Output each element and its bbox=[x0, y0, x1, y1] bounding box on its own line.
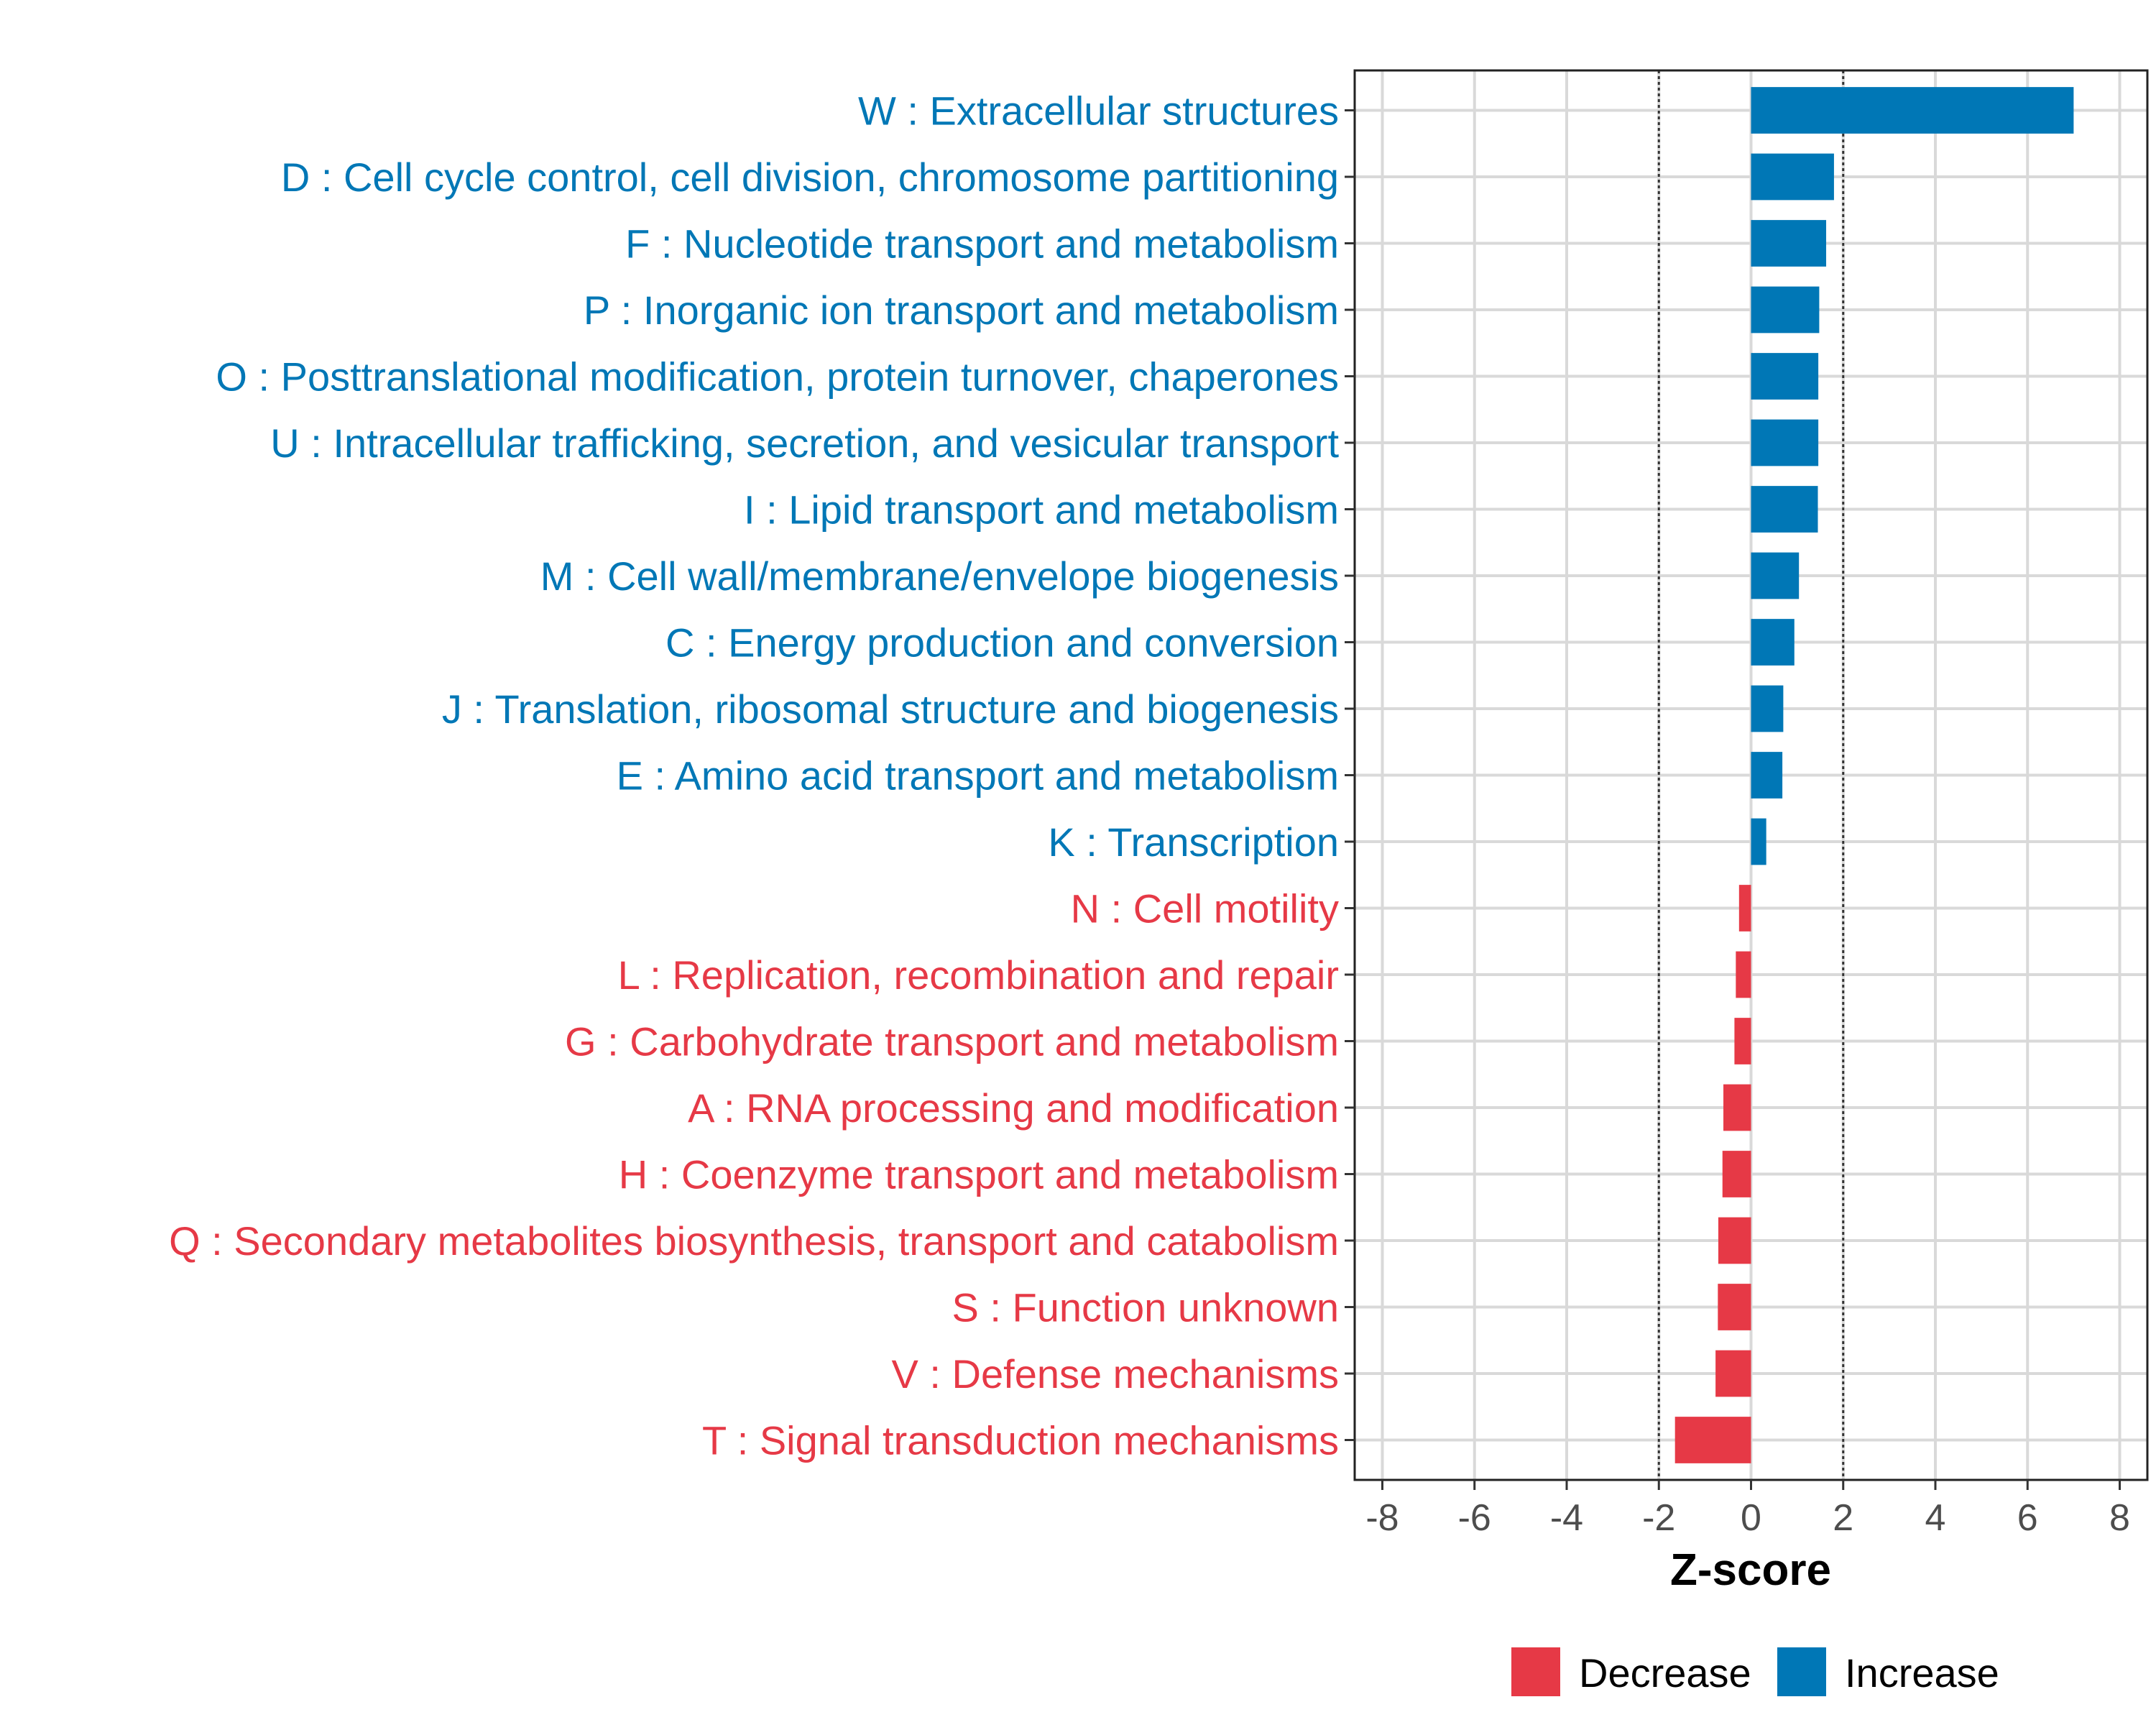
category-label: E : Amino acid transport and metabolism bbox=[617, 753, 1339, 799]
y-axis-labels: W : Extracellular structures D : Cell cyc… bbox=[169, 88, 1339, 1463]
category-label: J : Translation, ribosomal structure and… bbox=[442, 686, 1339, 732]
bar bbox=[1751, 286, 1820, 334]
bar bbox=[1751, 818, 1766, 865]
reference-lines bbox=[1657, 70, 1845, 1480]
x-tick-label: 2 bbox=[1833, 1497, 1853, 1539]
category-label: T : Signal transduction mechanisms bbox=[702, 1418, 1339, 1463]
x-axis-title: Z-score bbox=[1670, 1545, 1831, 1595]
x-tick-label: 8 bbox=[2109, 1497, 2130, 1539]
bar bbox=[1736, 951, 1751, 998]
category-label: U : Intracellular trafficking, secretion… bbox=[270, 420, 1339, 466]
category-label: A : RNA processing and modification bbox=[688, 1085, 1339, 1131]
category-label: C : Energy production and conversion bbox=[665, 620, 1339, 666]
x-tick-label: 6 bbox=[2017, 1497, 2038, 1539]
category-label: V : Defense mechanisms bbox=[892, 1351, 1339, 1397]
bar bbox=[1751, 619, 1795, 666]
bar bbox=[1734, 1018, 1751, 1064]
category-label: I : Lipid transport and metabolism bbox=[744, 487, 1339, 533]
category-label: Q : Secondary metabolites biosynthesis, … bbox=[169, 1218, 1339, 1264]
category-label: N : Cell motility bbox=[1071, 886, 1339, 932]
x-tick-label: 4 bbox=[1925, 1497, 1946, 1539]
category-label: F : Nucleotide transport and metabolism bbox=[625, 221, 1339, 267]
x-tick-label: -8 bbox=[1365, 1497, 1399, 1539]
bar bbox=[1718, 1284, 1751, 1330]
bar bbox=[1751, 752, 1783, 799]
bar bbox=[1674, 1417, 1751, 1463]
bar bbox=[1718, 1217, 1751, 1264]
bar bbox=[1751, 486, 1818, 533]
bars bbox=[1674, 87, 2074, 1463]
category-label: G : Carbohydrate transport and metabolis… bbox=[565, 1019, 1339, 1064]
category-label: H : Coenzyme transport and metabolism bbox=[619, 1152, 1339, 1197]
category-label: M : Cell wall/membrane/envelope biogenes… bbox=[540, 553, 1339, 599]
bar bbox=[1715, 1350, 1751, 1397]
bar bbox=[1751, 353, 1819, 400]
x-tick-label: -6 bbox=[1458, 1497, 1491, 1539]
bar bbox=[1751, 220, 1827, 267]
bar bbox=[1751, 419, 1819, 466]
x-tick-label: -2 bbox=[1642, 1497, 1675, 1539]
category-label: S : Function unknown bbox=[952, 1285, 1339, 1330]
category-label: K : Transcription bbox=[1048, 819, 1339, 865]
category-label: D : Cell cycle control, cell division, c… bbox=[281, 155, 1339, 200]
x-axis-tick-labels: -8 -6 -4 -2 0 2 4 6 8 bbox=[1365, 1497, 2130, 1539]
bar bbox=[1751, 153, 1834, 201]
x-tick-label: -4 bbox=[1550, 1497, 1583, 1539]
y-axis-ticks bbox=[1345, 109, 1355, 1441]
x-axis-ticks bbox=[1381, 1480, 2122, 1490]
category-label: W : Extracellular structures bbox=[858, 88, 1339, 134]
legend: Decrease Increase bbox=[1511, 1647, 1999, 1696]
bar bbox=[1751, 552, 1800, 599]
legend-swatch-decrease bbox=[1511, 1647, 1560, 1696]
legend-swatch-increase bbox=[1777, 1647, 1826, 1696]
x-tick-label: 0 bbox=[1741, 1497, 1761, 1539]
category-label: O : Posttranslational modification, prot… bbox=[216, 354, 1339, 400]
category-label: L : Replication, recombination and repai… bbox=[618, 952, 1339, 998]
bar bbox=[1722, 1151, 1751, 1197]
category-label: P : Inorganic ion transport and metaboli… bbox=[584, 288, 1339, 333]
bar bbox=[1751, 685, 1784, 732]
bar bbox=[1751, 87, 2074, 134]
legend-label-increase: Increase bbox=[1845, 1650, 1999, 1696]
bar bbox=[1723, 1084, 1751, 1131]
legend-label-decrease: Decrease bbox=[1579, 1650, 1751, 1696]
bar bbox=[1738, 885, 1751, 932]
